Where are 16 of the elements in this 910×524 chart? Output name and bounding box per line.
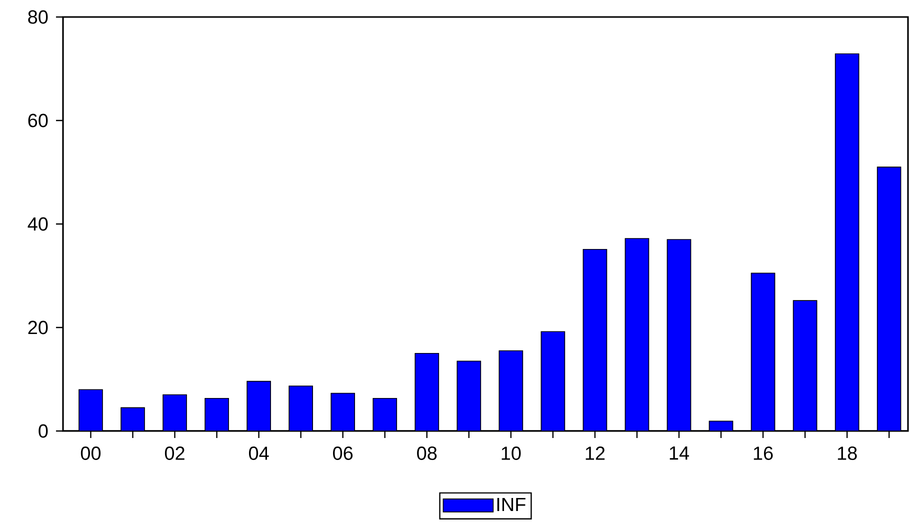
x-tick-label: 12 <box>586 446 605 460</box>
y-tick-label: 0 <box>38 424 48 438</box>
legend-label: INF <box>497 498 526 512</box>
x-tick-label: 14 <box>670 446 689 460</box>
y-tick-label: 20 <box>28 320 48 334</box>
x-tick-label: 08 <box>417 446 437 460</box>
x-tick-label: 16 <box>754 446 773 460</box>
x-tick-label: 18 <box>838 446 857 460</box>
x-tick-label: 04 <box>248 446 269 460</box>
y-tick-label: 60 <box>28 114 48 128</box>
x-tick-label: 06 <box>333 446 353 460</box>
y-tick-label: 40 <box>28 217 48 231</box>
x-tick-label: 00 <box>80 446 101 460</box>
y-tick-label: 80 <box>28 10 48 24</box>
x-tick-label: 10 <box>502 446 521 460</box>
x-tick-label: 02 <box>164 446 184 460</box>
